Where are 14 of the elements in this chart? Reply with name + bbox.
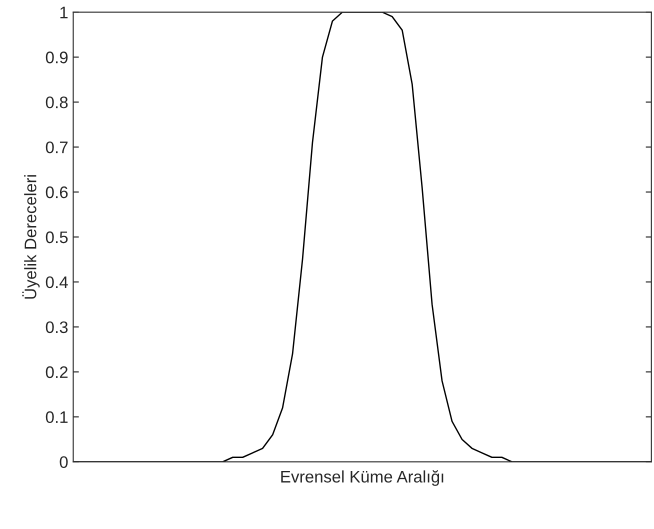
y-tick-label: 0.2: [46, 366, 68, 378]
y-tick-label: 0.7: [46, 141, 68, 154]
y-tick-label: 0.4: [46, 276, 68, 288]
y-tick-label: 1: [60, 6, 68, 18]
y-tick-label: 0.8: [46, 96, 68, 108]
y-tick-label: 0.1: [46, 411, 68, 424]
line-series: [73, 12, 652, 462]
y-tick-label: 0: [60, 456, 68, 468]
y-tick-label: 0.6: [46, 186, 68, 198]
y-tick-label: 0.5: [46, 231, 68, 244]
y-axis-title: Üyelik Dereceleri: [22, 175, 40, 299]
x-axis-title: Evrensel Küme Aralığı: [281, 470, 444, 486]
y-tick-label: 0.9: [46, 52, 68, 64]
y-tick-label: 0.3: [46, 321, 68, 334]
